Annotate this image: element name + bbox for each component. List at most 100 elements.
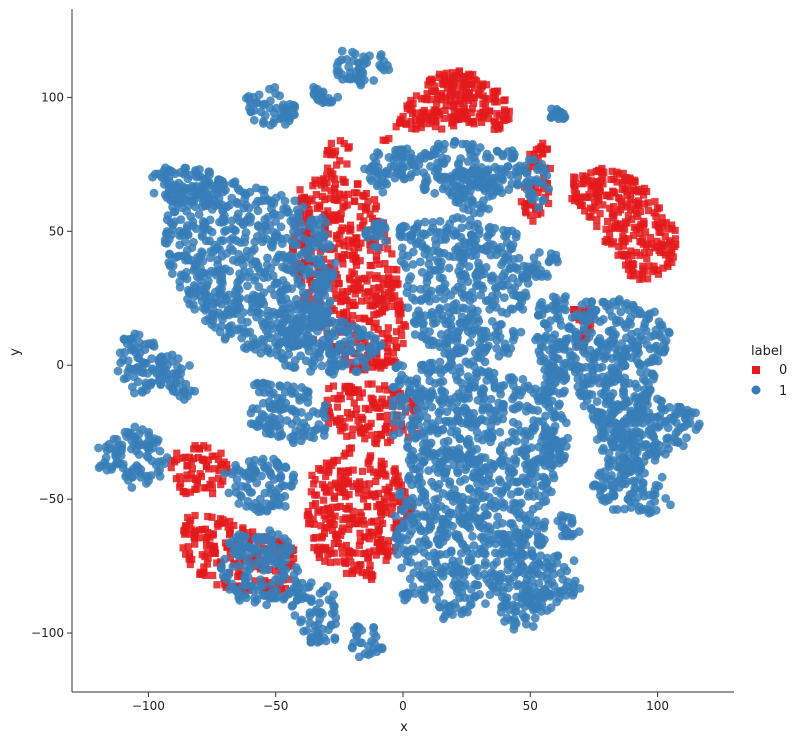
point-series-1 xyxy=(277,349,287,358)
point-series-0 xyxy=(204,554,212,562)
point-series-1 xyxy=(162,215,172,225)
point-series-1 xyxy=(406,272,416,281)
point-series-0 xyxy=(489,88,497,96)
point-series-0 xyxy=(640,217,648,226)
point-series-0 xyxy=(325,384,333,393)
point-series-1 xyxy=(180,237,190,247)
point-series-1 xyxy=(467,316,477,325)
point-series-1 xyxy=(433,468,443,477)
point-series-0 xyxy=(618,179,626,187)
point-series-0 xyxy=(191,511,199,520)
point-series-1 xyxy=(449,139,459,149)
point-series-1 xyxy=(449,460,459,470)
point-series-1 xyxy=(451,529,461,539)
point-series-1 xyxy=(441,235,450,244)
point-series-0 xyxy=(652,242,661,250)
point-series-0 xyxy=(328,515,337,523)
point-series-0 xyxy=(365,288,373,296)
point-series-0 xyxy=(379,136,387,144)
point-series-0 xyxy=(378,308,387,316)
point-series-0 xyxy=(634,270,642,278)
point-series-0 xyxy=(470,84,479,92)
point-series-1 xyxy=(421,230,430,240)
point-series-1 xyxy=(388,382,398,392)
point-series-1 xyxy=(484,204,493,214)
point-series-1 xyxy=(284,350,294,359)
point-series-0 xyxy=(586,204,594,212)
point-series-1 xyxy=(415,257,425,267)
point-series-1 xyxy=(482,375,492,385)
point-series-0 xyxy=(608,224,616,232)
point-series-0 xyxy=(364,423,372,431)
point-series-0 xyxy=(216,515,225,523)
point-series-1 xyxy=(443,362,453,372)
point-series-0 xyxy=(365,528,373,536)
point-series-0 xyxy=(647,240,656,248)
point-series-1 xyxy=(250,597,260,607)
point-series-0 xyxy=(370,547,378,555)
point-series-1 xyxy=(239,327,249,337)
point-series-0 xyxy=(366,271,374,279)
point-series-0 xyxy=(185,550,194,558)
point-series-1 xyxy=(352,367,362,376)
point-series-1 xyxy=(502,308,512,318)
point-series-0 xyxy=(365,317,374,325)
point-series-1 xyxy=(253,222,263,231)
point-series-0 xyxy=(332,291,340,299)
point-series-1 xyxy=(486,501,495,511)
point-series-0 xyxy=(338,543,346,551)
point-series-1 xyxy=(403,443,413,453)
point-series-0 xyxy=(584,193,592,202)
point-series-0 xyxy=(384,324,392,332)
point-series-0 xyxy=(578,201,586,209)
point-series-0 xyxy=(500,106,508,114)
point-series-1 xyxy=(415,397,425,407)
point-series-0 xyxy=(375,260,383,268)
point-series-0 xyxy=(324,419,333,428)
point-series-0 xyxy=(208,513,216,521)
point-series-1 xyxy=(432,535,442,545)
point-series-0 xyxy=(367,431,375,439)
point-series-0 xyxy=(336,157,344,165)
point-series-1 xyxy=(433,142,443,152)
point-series-0 xyxy=(383,352,392,361)
point-series-0 xyxy=(388,493,397,502)
point-series-1 xyxy=(424,551,434,561)
point-series-1 xyxy=(446,546,456,556)
point-series-1 xyxy=(346,321,356,331)
point-series-0 xyxy=(342,569,351,578)
point-series-0 xyxy=(351,290,359,298)
point-series-1 xyxy=(495,575,505,585)
point-series-0 xyxy=(325,147,333,155)
point-series-1 xyxy=(189,237,198,247)
point-series-1 xyxy=(487,275,496,285)
point-series-1 xyxy=(272,421,282,431)
point-series-0 xyxy=(468,117,476,126)
point-series-1 xyxy=(364,226,374,235)
point-series-1 xyxy=(450,599,460,608)
point-series-0 xyxy=(194,453,202,462)
point-series-0 xyxy=(181,550,190,558)
point-series-0 xyxy=(350,197,358,206)
point-series-0 xyxy=(366,561,374,569)
point-series-0 xyxy=(311,476,319,484)
point-series-0 xyxy=(361,315,369,323)
point-series-0 xyxy=(327,519,335,527)
point-series-1 xyxy=(127,382,137,392)
point-series-0 xyxy=(210,547,218,555)
point-series-1 xyxy=(185,299,195,309)
point-series-0 xyxy=(259,586,267,595)
point-series-0 xyxy=(607,175,615,184)
point-series-1 xyxy=(233,199,243,209)
point-series-1 xyxy=(408,544,417,554)
point-series-1 xyxy=(148,172,157,182)
point-series-1 xyxy=(101,460,111,470)
point-series-0 xyxy=(618,185,627,193)
point-series-0 xyxy=(167,464,175,472)
point-series-0 xyxy=(370,517,378,525)
point-series-1 xyxy=(330,633,340,643)
point-series-1 xyxy=(167,167,177,176)
point-series-0 xyxy=(388,250,396,258)
point-series-1 xyxy=(305,236,315,246)
point-series-0 xyxy=(631,186,639,195)
